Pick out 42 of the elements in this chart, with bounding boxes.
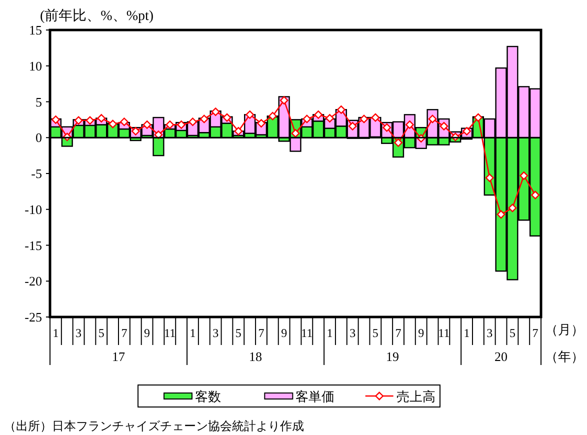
legend-label: 売上高: [396, 389, 436, 404]
y-axis-title: (前年比、%、%pt): [40, 8, 154, 24]
y-tick-label: -10: [24, 202, 42, 217]
x-tick-label: 1: [326, 326, 333, 340]
x-tick-label: 11: [301, 326, 313, 340]
text: 20: [494, 349, 508, 364]
x-tick-label: 9: [281, 326, 288, 340]
y-tick-label: 5: [36, 94, 42, 110]
x-tick-label: 11: [438, 326, 450, 340]
legend-label: 客数: [195, 389, 221, 404]
y-tick-label: 0: [36, 130, 42, 146]
x-tick-label: 9: [144, 326, 150, 340]
x-tick-label: 3: [212, 326, 219, 340]
y-tick-label: -25: [24, 310, 42, 324]
y-tick-label: 10: [29, 58, 42, 74]
y-tick-label: -15: [24, 238, 42, 253]
text: 19: [386, 349, 400, 364]
x-tick-label: 1: [190, 326, 196, 340]
x-tick-label: 3: [76, 326, 82, 340]
x-tick-label: 7: [532, 326, 538, 340]
x-tick-label: 3: [350, 326, 356, 340]
x-tick-label: 11: [164, 326, 176, 340]
y-tick-label: -5: [31, 166, 42, 181]
text: （出所）日本フランチャイズチェーン協会統計より作成: [4, 419, 304, 433]
text: 18: [249, 349, 262, 364]
x-tick-label: 3: [486, 326, 493, 340]
x-tick-label: 7: [395, 326, 402, 340]
x-tick-label: 7: [121, 326, 128, 340]
text: （月）: [545, 322, 584, 337]
y-tick-label: -20: [24, 274, 42, 289]
x-tick-label: 7: [258, 326, 264, 340]
x-tick-label: 1: [464, 326, 470, 340]
legend-label: 客単価: [296, 389, 335, 404]
x-tick-label: 5: [235, 326, 242, 340]
text: 17: [112, 349, 126, 364]
text: （年）: [545, 349, 584, 364]
x-tick-label: 5: [98, 326, 104, 340]
y-tick-label: 15: [29, 22, 42, 38]
x-tick-label: 5: [509, 326, 516, 340]
x-tick-label: 5: [372, 326, 378, 340]
x-tick-label: 9: [418, 326, 424, 340]
x-tick-label: 1: [52, 326, 59, 340]
